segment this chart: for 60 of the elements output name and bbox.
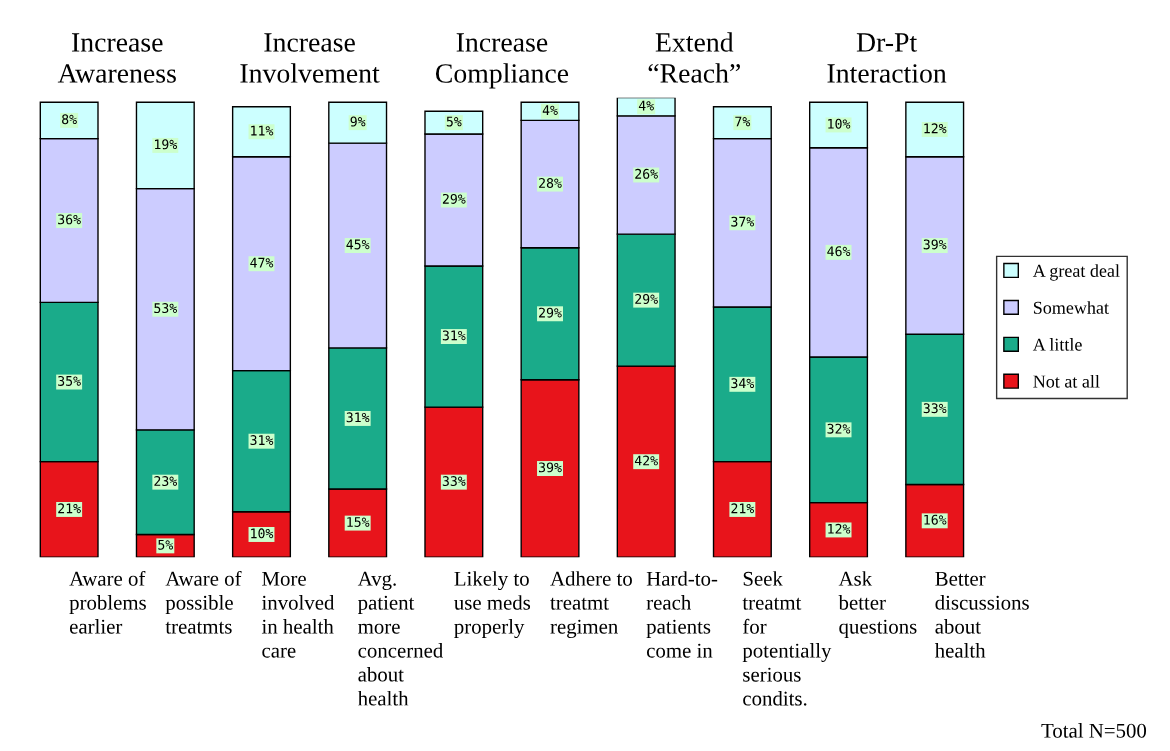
data-label: 29%	[539, 307, 562, 318]
legend-label: A great deal	[1032, 264, 1120, 281]
data-label: 31%	[346, 412, 370, 423]
data-label: 39%	[923, 239, 947, 250]
x-tick-label: Aware of possible treatmts	[165, 570, 242, 634]
data-label: 53%	[154, 303, 178, 314]
data-label: 15%	[347, 517, 370, 527]
text: Increase Compliance	[435, 33, 569, 89]
data-label: 10%	[251, 528, 274, 539]
data-label: 37%	[731, 216, 755, 227]
x-tick-label: Likely to use meds properly	[454, 571, 531, 639]
data-label: 29%	[635, 294, 658, 304]
data-label: 32%	[827, 423, 851, 434]
x-tick-label: Better discussions about health	[934, 571, 1029, 658]
data-label: 21%	[731, 503, 755, 514]
data-label: 29%	[442, 193, 466, 204]
x-tick-label: More involved in health care	[261, 571, 335, 658]
data-label: 11%	[251, 125, 274, 136]
data-label: 12%	[924, 123, 947, 134]
text: Total N=500	[1041, 723, 1147, 738]
data-label: 34%	[731, 378, 755, 389]
legend-label: Not at all	[1033, 374, 1100, 388]
data-label: 8%	[62, 114, 77, 125]
data-label: 5%	[446, 116, 462, 127]
data-label: 42%	[634, 455, 658, 466]
data-label: 12%	[828, 523, 851, 534]
data-label: 16%	[924, 514, 947, 525]
text: Increase Involvement	[240, 33, 380, 83]
x-tick-label: Avg. patient more concerned about health	[357, 571, 444, 706]
data-label: 4%	[542, 105, 558, 115]
data-label: 28%	[539, 177, 562, 188]
data-label: 36%	[58, 214, 81, 225]
data-label: 39%	[538, 462, 562, 473]
data-label: 19%	[154, 139, 178, 150]
data-label: 45%	[346, 239, 370, 250]
x-tick-label: Hard-to-reach patients come in	[646, 571, 718, 658]
text: Increase Awareness	[57, 33, 176, 83]
data-label: 5%	[158, 539, 174, 550]
data-label: 33%	[923, 403, 947, 414]
data-label: 9%	[350, 116, 366, 127]
data-label: 23%	[154, 476, 178, 487]
x-tick-label: Adhere to treatmt regimen	[550, 571, 632, 638]
data-label: 10%	[828, 118, 851, 129]
x-tick-label: Seek treatmt for potentially serious condits.	[742, 571, 832, 706]
data-label: 4%	[638, 100, 654, 111]
text: Dr-Pt Interaction	[827, 33, 947, 83]
data-label: 31%	[442, 330, 466, 341]
data-label: 46%	[827, 246, 851, 257]
legend-label: A little	[1032, 338, 1082, 351]
x-tick-label: Aware of problems earlier	[69, 570, 146, 634]
data-label: 31%	[250, 435, 274, 446]
data-label: 35%	[58, 375, 81, 386]
text: Extend “Reach”	[648, 32, 740, 83]
data-label: 47%	[250, 257, 274, 268]
data-label: 33%	[442, 476, 466, 487]
x-tick-label: Ask better questions	[838, 571, 917, 638]
data-label: 26%	[635, 168, 658, 179]
data-label: 7%	[735, 116, 751, 127]
data-label: 21%	[58, 503, 81, 514]
legend-label: Somewhat	[1033, 301, 1109, 314]
